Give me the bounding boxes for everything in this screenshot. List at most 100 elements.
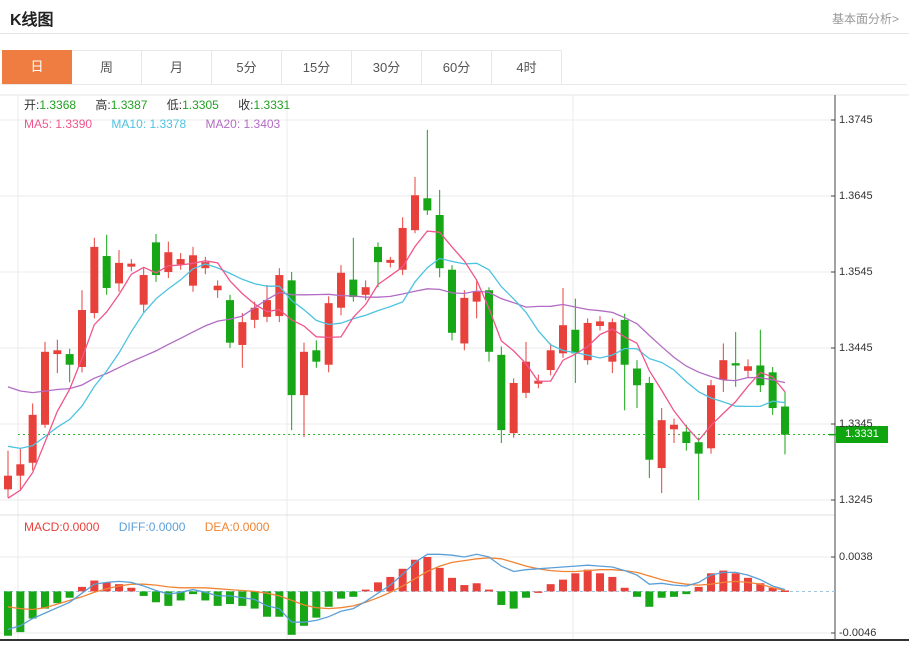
tab-period-2[interactable]: 周: [72, 50, 142, 84]
macd-hist-bar: [90, 580, 99, 592]
candle-body: [41, 351, 49, 425]
macd-hist-bar: [682, 591, 691, 595]
candle-body: [694, 442, 703, 454]
ma10-value: 1.3378: [149, 117, 187, 131]
ma5-line: [7, 230, 786, 499]
macd-hist-bar: [744, 577, 752, 592]
macd-hist-bar: [435, 567, 444, 592]
candle-body: [411, 195, 419, 231]
price-axis-label: 1.3445: [839, 342, 873, 354]
price-axis-label: 1.3245: [839, 494, 873, 506]
macd-hist-bar: [115, 584, 123, 592]
candle-body: [768, 372, 777, 409]
candle-body: [398, 227, 407, 270]
candle-body: [608, 322, 617, 362]
macd-hist-bar: [694, 586, 703, 592]
macd-hist-bar: [312, 591, 321, 618]
tab-period-7[interactable]: 60分: [422, 50, 492, 84]
macd-hist-bar: [768, 587, 777, 592]
macd-hist-bar: [485, 589, 493, 592]
candle-body: [4, 475, 12, 490]
macd-hist-bar: [633, 591, 641, 597]
candle-body: [559, 325, 567, 354]
candle-body: [682, 431, 691, 443]
macd-legend: MACD:0.0000 DIFF:0.0000 DEA:0.0000: [24, 520, 285, 534]
ma5-label: MA5:: [24, 117, 53, 131]
title-divider: [0, 33, 909, 34]
candle-body: [583, 322, 592, 361]
macd-hist-bar: [411, 559, 419, 592]
candle-body: [324, 303, 333, 365]
candle-body: [448, 269, 456, 333]
candle-body: [719, 360, 728, 380]
candle-body: [127, 263, 136, 267]
macd-hist-bar: [238, 591, 247, 606]
candle-body: [53, 350, 62, 355]
candle-body: [497, 354, 506, 431]
candle-body: [522, 361, 530, 393]
macd-hist-bar: [65, 591, 74, 598]
fundamental-analysis-link[interactable]: 基本面分析>: [831, 12, 899, 26]
macd-hist-bar: [213, 591, 222, 606]
high-label: 高:: [95, 98, 111, 112]
macd-hist-bar: [300, 591, 308, 626]
macd-hist-bar: [781, 590, 789, 592]
macd-hist-bar: [152, 591, 160, 603]
candle-body: [509, 382, 518, 434]
macd-hist-bar: [719, 570, 728, 592]
tab-period-1[interactable]: 日: [2, 50, 72, 84]
macd-hist-bar: [374, 582, 382, 592]
candle-body: [657, 420, 666, 469]
candle-body: [152, 242, 160, 276]
dea-label: DEA:: [204, 520, 233, 534]
candle-body: [312, 350, 321, 362]
tab-period-4[interactable]: 5分: [212, 50, 282, 84]
diff-label: DIFF:: [118, 520, 149, 534]
macd-value: 0.0000: [62, 520, 100, 534]
candle-body: [337, 272, 345, 308]
macd-hist-bar: [448, 577, 456, 592]
macd-hist-bar: [287, 591, 296, 635]
macd-hist-bar: [201, 591, 210, 601]
macd-hist-bar: [571, 573, 580, 592]
macd-hist-bar: [28, 591, 37, 619]
dea-value: 0.0000: [232, 520, 270, 534]
ohlc-legend: 开:1.3368 高:1.3387 低:1.3305 收:1.3331: [24, 96, 306, 113]
candle-body: [16, 464, 25, 476]
tab-period-5[interactable]: 15分: [282, 50, 352, 84]
macd-hist-bar: [4, 591, 12, 636]
candle-body: [90, 246, 99, 314]
macd-hist-bar: [16, 591, 25, 633]
tab-period-3[interactable]: 月: [142, 50, 212, 84]
macd-hist-bar: [102, 582, 111, 592]
candle-body: [250, 307, 259, 320]
macd-hist-bar: [472, 583, 481, 592]
macd-hist-bar: [645, 591, 654, 607]
diff-line: [7, 553, 786, 631]
tab-period-6[interactable]: 30分: [352, 50, 422, 84]
candle-body: [189, 255, 197, 286]
candle-body: [78, 310, 86, 367]
candle-body: [781, 406, 789, 435]
macd-hist-bar: [361, 589, 370, 592]
candle-body: [670, 424, 678, 430]
price-axis-label: 1.3345: [839, 418, 873, 430]
macd-axis-label: 0.0038: [839, 551, 873, 564]
ma5-value: 1.3390: [55, 117, 93, 131]
candle-body: [534, 380, 543, 384]
macd-hist-bar: [176, 591, 185, 601]
macd-hist-bar: [349, 591, 358, 597]
macd-hist-bar: [189, 591, 197, 595]
macd-hist-bar: [53, 591, 62, 604]
price-axis-label: 1.3645: [839, 190, 873, 202]
macd-hist-bar: [460, 585, 469, 592]
candle-body: [300, 351, 308, 396]
macd-hist-bar: [522, 591, 530, 598]
macd-hist-bar: [497, 591, 506, 605]
candle-body: [349, 279, 358, 298]
current-price-badge: 1.3331: [836, 426, 888, 444]
tab-period-8[interactable]: 4时: [492, 50, 562, 84]
macd-hist-bar: [337, 591, 345, 599]
